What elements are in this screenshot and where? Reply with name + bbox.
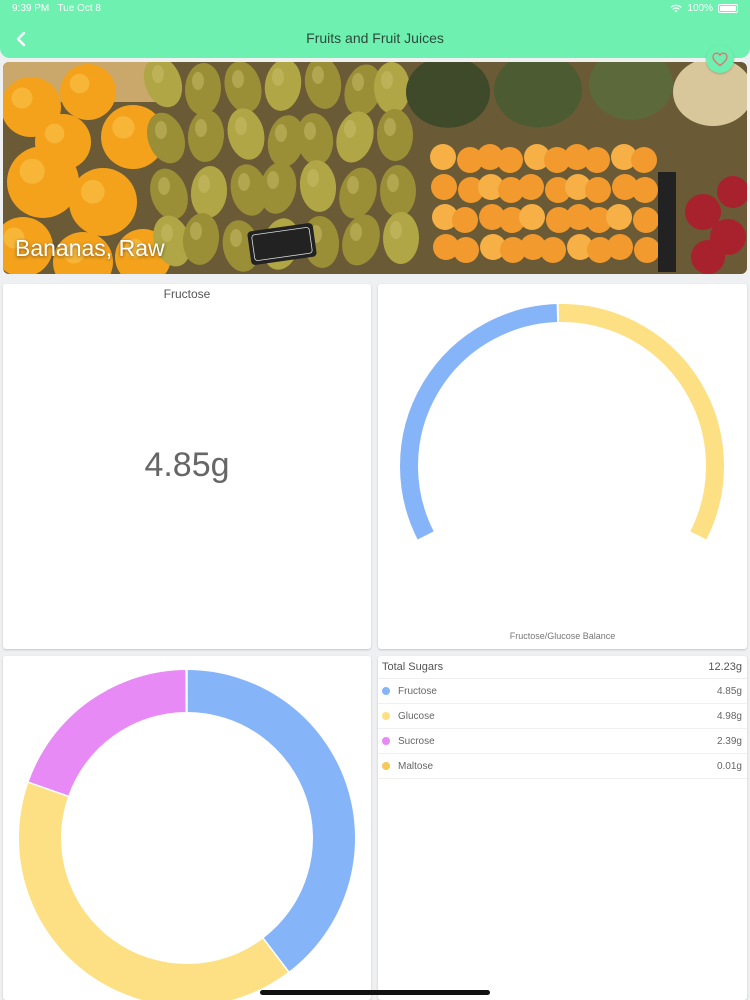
row-value: 4.98g [716, 710, 742, 722]
row-name: Fructose [398, 685, 437, 697]
sugars-table-card: Total Sugars 12.23g Fructose 4.85g Gluco… [378, 656, 747, 1000]
donut-slice-glucose [19, 782, 289, 1000]
fruit-market-illustration [3, 62, 747, 274]
total-sugars-label: Total Sugars [382, 661, 444, 673]
status-date: Tue Oct 8 [57, 3, 101, 14]
battery-icon [718, 4, 738, 13]
donut-slice-divider [262, 937, 290, 973]
row-value: 2.39g [716, 735, 742, 747]
donut-slice-sucrose [28, 670, 187, 797]
battery-percent: 100% [687, 3, 713, 14]
sugars-donut-card [3, 656, 371, 1000]
glucose-dot-icon [382, 712, 390, 720]
balance-caption: Fructose/Glucose Balance [509, 631, 616, 641]
status-indicators: 100% [670, 3, 738, 14]
sugars-donut-chart [19, 669, 355, 1000]
gauge-segment-fructose [400, 304, 559, 540]
fructose-label: Fructose [163, 287, 211, 301]
balance-gauge-chart [400, 303, 724, 540]
balance-card: Fructose/Glucose Balance [378, 284, 747, 649]
table-row: Fructose 4.85g [378, 679, 747, 704]
status-time-date: 9:39 PM Tue Oct 8 [12, 3, 101, 14]
table-row: Sucrose 2.39g [378, 729, 747, 754]
page-title: Fruits and Fruit Juices [306, 30, 444, 46]
gauge-divider [556, 303, 560, 324]
hero-image: Bananas, Raw [3, 62, 747, 274]
wifi-icon [670, 4, 682, 13]
row-name: Glucose [398, 710, 435, 722]
fructose-value: 4.85g [144, 446, 230, 484]
heart-icon [712, 51, 728, 66]
status-time: 9:39 PM [12, 3, 50, 14]
table-row: Maltose 0.01g [378, 754, 747, 779]
table-row: Glucose 4.98g [378, 704, 747, 729]
fructose-card: Fructose 4.85g [3, 284, 371, 649]
row-value: 0.01g [716, 760, 742, 772]
home-indicator [260, 990, 490, 995]
back-button[interactable] [8, 26, 34, 52]
donut-slice-fructose [186, 670, 355, 972]
gauge-segment-glucose [557, 304, 724, 540]
favorite-button[interactable] [706, 45, 734, 73]
navigation-bar: 9:39 PM Tue Oct 8 100% Fruits and Fruit … [0, 0, 750, 58]
sucrose-dot-icon [382, 737, 390, 745]
row-name: Sucrose [398, 735, 435, 747]
row-name: Maltose [398, 760, 434, 772]
food-title: Bananas, Raw [15, 235, 165, 261]
total-sugars-row: Total Sugars 12.23g [378, 656, 747, 679]
fructose-dot-icon [382, 687, 390, 695]
chevron-left-icon [16, 31, 26, 47]
maltose-dot-icon [382, 762, 390, 770]
total-sugars-value: 12.23g [708, 661, 742, 673]
row-value: 4.85g [716, 685, 742, 697]
donut-slice-divider [28, 781, 69, 797]
